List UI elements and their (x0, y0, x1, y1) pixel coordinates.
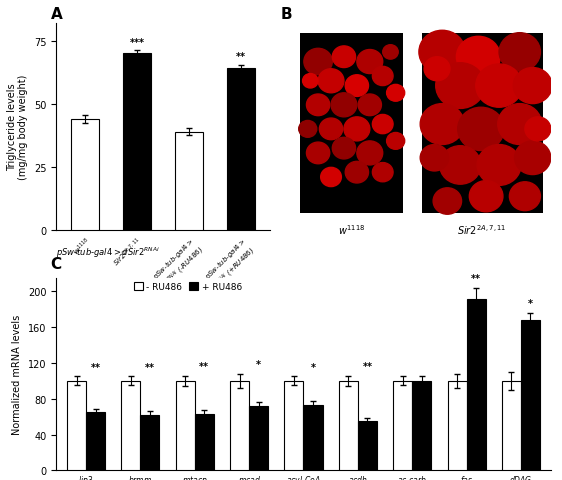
Text: $pSw$-$tub$-$gal4>dSir2^{RNAi}$: $pSw$-$tub$-$gal4>dSir2^{RNAi}$ (56, 245, 160, 259)
Circle shape (419, 31, 465, 74)
Text: $Sir2^{2A,7,11}$: $Sir2^{2A,7,11}$ (457, 222, 507, 236)
Circle shape (358, 95, 382, 117)
Text: A: A (51, 7, 62, 22)
Text: **: ** (145, 362, 155, 372)
Bar (176, 381, 195, 470)
Bar (175, 132, 203, 230)
Bar (249, 406, 268, 470)
Bar (123, 54, 151, 230)
Bar (358, 421, 377, 470)
Circle shape (373, 115, 393, 134)
Bar (121, 381, 140, 470)
Circle shape (332, 138, 356, 159)
Text: *: * (310, 362, 315, 372)
Circle shape (387, 133, 405, 150)
Text: $w^{1118}$: $w^{1118}$ (338, 222, 365, 236)
Circle shape (306, 95, 330, 117)
Circle shape (345, 162, 369, 184)
Circle shape (331, 94, 357, 118)
Circle shape (299, 121, 317, 138)
Circle shape (513, 68, 552, 105)
Circle shape (433, 188, 461, 215)
Circle shape (344, 118, 370, 142)
Circle shape (525, 118, 551, 142)
Circle shape (420, 105, 464, 145)
Circle shape (319, 119, 343, 141)
Bar (502, 381, 521, 470)
Circle shape (456, 37, 500, 78)
Text: B: B (281, 7, 293, 22)
Circle shape (321, 168, 341, 187)
Circle shape (424, 58, 450, 82)
Circle shape (387, 85, 405, 102)
Legend: - RU486, + RU486: - RU486, + RU486 (130, 279, 246, 295)
Circle shape (457, 108, 504, 151)
Circle shape (345, 76, 369, 97)
Circle shape (476, 65, 522, 108)
Circle shape (306, 143, 330, 165)
Circle shape (373, 163, 393, 182)
Bar (140, 415, 160, 470)
Circle shape (302, 74, 318, 89)
Bar (412, 381, 431, 470)
Circle shape (420, 145, 448, 172)
Text: C: C (51, 257, 62, 272)
Text: **: ** (200, 361, 209, 371)
Circle shape (436, 64, 485, 109)
Bar (300, 34, 404, 214)
Y-axis label: Triglyceride levels
(mg/mg body weight): Triglyceride levels (mg/mg body weight) (7, 74, 29, 180)
Bar (466, 299, 486, 470)
Text: *: * (528, 299, 533, 309)
Y-axis label: Normalized mRNA levels: Normalized mRNA levels (12, 314, 22, 434)
Bar (393, 381, 412, 470)
Bar (284, 381, 303, 470)
Circle shape (332, 47, 356, 68)
Circle shape (357, 142, 383, 166)
Circle shape (304, 49, 332, 76)
Bar (230, 381, 249, 470)
Bar (195, 414, 214, 470)
Bar (303, 405, 323, 470)
Circle shape (477, 145, 521, 186)
Text: ***: *** (129, 37, 144, 48)
Bar (339, 381, 358, 470)
Circle shape (499, 34, 541, 72)
Text: **: ** (236, 52, 246, 62)
Text: **: ** (362, 361, 373, 371)
Circle shape (509, 182, 541, 211)
Circle shape (318, 70, 344, 94)
Bar (227, 69, 256, 230)
Circle shape (373, 67, 393, 86)
Text: **: ** (90, 362, 101, 372)
Bar (422, 34, 543, 214)
Text: **: ** (471, 274, 481, 284)
Bar (447, 381, 466, 470)
Bar (86, 412, 105, 470)
Bar (67, 381, 86, 470)
Circle shape (515, 142, 551, 175)
Bar (521, 320, 540, 470)
Text: *: * (256, 360, 261, 370)
Bar (70, 120, 99, 230)
Circle shape (383, 46, 398, 60)
Circle shape (357, 50, 383, 74)
Circle shape (498, 105, 542, 145)
Circle shape (469, 181, 503, 212)
Circle shape (439, 146, 481, 185)
